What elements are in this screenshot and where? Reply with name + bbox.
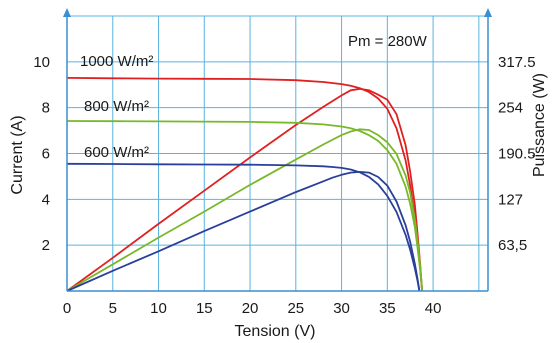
y-tick-label: 10 bbox=[33, 54, 50, 71]
x-tick-label: 15 bbox=[196, 300, 213, 317]
x-tick-label: 5 bbox=[109, 300, 117, 317]
y2-tick-label: 254 bbox=[498, 100, 523, 117]
current-curve-2 bbox=[66, 162, 421, 292]
series-label-600: 600 W/m² bbox=[84, 144, 149, 161]
y2-tick-label: 63,5 bbox=[498, 237, 527, 254]
curves-layer bbox=[66, 77, 423, 292]
x-tick-label: 40 bbox=[425, 300, 442, 317]
grid-lines bbox=[67, 15, 488, 291]
ticks-layer: 0 5 10 15 20 25 30 35 40 2 4 6 8 10 63,5 127 190.5 254 317… bbox=[33, 54, 535, 317]
y2-tick-label: 190.5 bbox=[498, 146, 536, 163]
y2-tick-label: 317.5 bbox=[498, 54, 536, 71]
x-tick-label: 20 bbox=[242, 300, 259, 317]
y2-axis-arrow bbox=[484, 8, 492, 17]
y-axis-title: Current (A) bbox=[9, 115, 26, 194]
y-tick-label: 6 bbox=[42, 146, 50, 163]
y-axis-arrow bbox=[63, 8, 71, 17]
y-tick-label: 2 bbox=[42, 237, 50, 254]
current-curve-1 bbox=[66, 120, 423, 292]
series-label-800: 800 W/m² bbox=[84, 98, 149, 115]
x-tick-label: 30 bbox=[333, 300, 350, 317]
power-curve-2 bbox=[66, 171, 421, 292]
x-axis-title: Tension (V) bbox=[235, 323, 316, 340]
power-curve-1 bbox=[66, 128, 423, 292]
max-power-annotation: Pm = 280W bbox=[348, 33, 428, 50]
y-tick-label: 8 bbox=[42, 100, 50, 117]
x-tick-label: 25 bbox=[287, 300, 304, 317]
x-tick-label: 0 bbox=[63, 300, 71, 317]
x-tick-label: 10 bbox=[150, 300, 167, 317]
series-label-1000: 1000 W/m² bbox=[80, 53, 153, 70]
y-tick-label: 4 bbox=[42, 191, 50, 208]
y2-axis-title: Puissance (W) bbox=[531, 73, 548, 177]
x-tick-label: 35 bbox=[379, 300, 396, 317]
axes-layer bbox=[63, 8, 492, 292]
y2-tick-label: 127 bbox=[498, 191, 523, 208]
